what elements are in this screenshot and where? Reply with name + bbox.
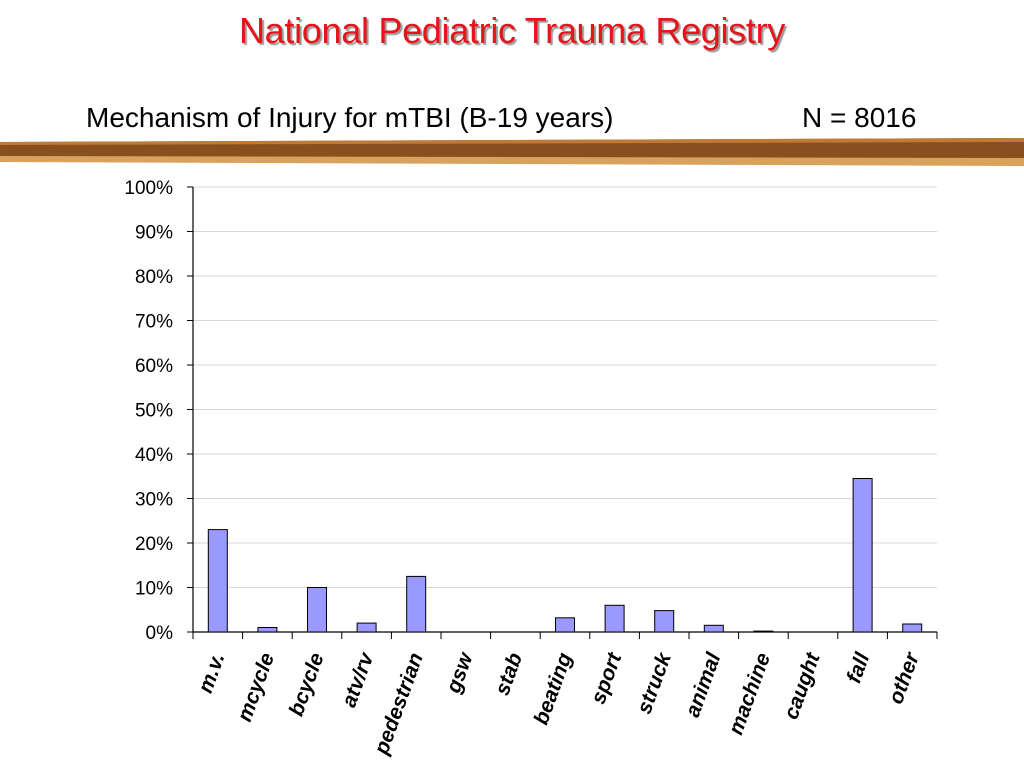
bar-mcycle — [257, 627, 278, 633]
band-highlight — [0, 138, 1024, 145]
x-tick-label: m.v. — [194, 650, 230, 696]
y-tick-label: 10% — [135, 579, 173, 600]
bar-struck — [654, 610, 675, 633]
gridlines — [193, 186, 937, 588]
x-tick-label: other — [884, 648, 924, 707]
y-tick-label: 20% — [135, 534, 173, 555]
bar-fall — [852, 478, 873, 633]
x-tick-label: bcycle — [285, 650, 329, 720]
x-tick-label: beating — [530, 650, 577, 728]
page-title: National Pediatric Trauma Registry — [238, 10, 786, 51]
y-tick-label: 0% — [146, 623, 174, 644]
y-tick-label: 60% — [135, 356, 173, 377]
chart-subtitle: Mechanism of Injury for mTBI (B-19 years… — [86, 102, 614, 133]
x-tick-label: fall — [842, 649, 874, 686]
bar-beating — [555, 617, 575, 633]
bar-mv — [207, 529, 228, 633]
bar-bcycle — [307, 587, 327, 633]
y-tick-label: 50% — [135, 401, 173, 422]
bar-other — [902, 623, 923, 633]
bars — [207, 478, 923, 633]
y-tick-label: 100% — [124, 178, 173, 199]
y-tick-label: 30% — [135, 490, 173, 511]
x-tick-label: struck — [633, 649, 677, 717]
bar-machine — [753, 630, 774, 633]
y-tick-labels: 0% 10% 20% 30% 40% 50% 60% 70% 80% 90% 100% — [124, 178, 173, 644]
x-tick-label: sport — [587, 649, 627, 707]
y-tick-label: 40% — [135, 445, 173, 466]
decorative-band — [0, 138, 1024, 166]
x-tick-label: atv/rv — [338, 649, 379, 711]
y-tick-label: 90% — [135, 223, 173, 244]
y-tick-label: 70% — [135, 312, 173, 333]
x-tick-label: gsw — [442, 648, 478, 697]
x-tick-label: pedestrian — [370, 650, 428, 759]
x-tick-label: stab — [491, 650, 527, 699]
bar-animal — [703, 624, 724, 633]
x-tick-label: machine — [724, 650, 775, 738]
x-tick-label: animal — [681, 649, 726, 720]
y-tick-label: 80% — [135, 267, 173, 288]
bar-pedestrian — [406, 575, 427, 633]
x-tick-label: caught — [780, 649, 826, 722]
bar-atvrv — [356, 622, 377, 633]
x-tick-label: mcycle — [233, 650, 279, 725]
sample-size-label: N = 8016 — [802, 102, 917, 133]
bar-sport — [604, 604, 625, 633]
axes — [187, 186, 938, 639]
